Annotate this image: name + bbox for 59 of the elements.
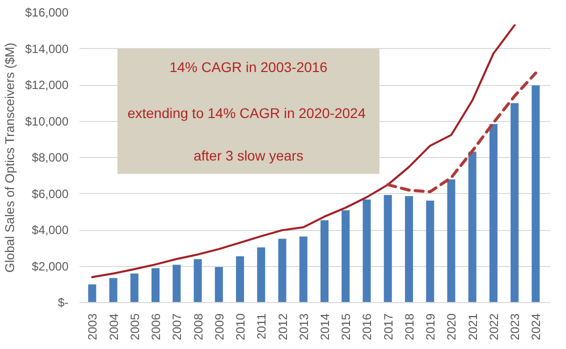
bar	[426, 200, 434, 302]
bar	[468, 152, 476, 302]
y-tick-label: $14,000	[25, 42, 69, 56]
x-tick-label: 2020	[444, 313, 459, 340]
y-tick-label: $8,000	[32, 150, 69, 164]
bar	[489, 124, 498, 302]
annotation: 14% CAGR in 2003-2016	[169, 58, 328, 75]
x-tick-label: 2005	[128, 313, 142, 340]
y-tick-label: $16,000	[25, 6, 69, 20]
x-tick-label: 2012	[276, 313, 290, 340]
x-tick-label: 2007	[170, 313, 184, 340]
bar	[404, 196, 413, 302]
bar	[532, 85, 540, 302]
bar	[130, 274, 138, 302]
x-tick-label: 2018	[402, 313, 416, 340]
annotation: extending to 14% CAGR in 2020-2024	[127, 105, 366, 122]
x-tick-label: 2010	[234, 313, 248, 340]
bar	[109, 278, 118, 302]
y-tick-label: $4,000	[32, 223, 69, 237]
x-tick-label: 2008	[191, 313, 206, 340]
y-tick-label: $2,000	[32, 259, 69, 274]
x-tick-label: 2014	[318, 313, 332, 340]
x-tick-label: 2021	[466, 313, 480, 340]
x-tick-label: 2003	[86, 313, 100, 340]
bar	[362, 200, 371, 302]
x-tick-label: 2004	[106, 313, 121, 340]
y-tick-label: $10,000	[25, 114, 69, 128]
bar	[152, 268, 160, 302]
bar	[320, 220, 329, 302]
y-tick-label: $-	[58, 296, 69, 310]
bar	[236, 256, 244, 302]
y-tick-label: $12,000	[25, 78, 69, 92]
x-tick-label: 2024	[529, 313, 544, 340]
bar	[172, 264, 181, 302]
bar	[510, 103, 519, 302]
bar	[194, 259, 202, 302]
x-tick-label: 2015	[339, 313, 354, 340]
x-tick-label: 2017	[381, 313, 396, 340]
x-tick-label: 2006	[149, 313, 164, 340]
annotation: after 3 slow years	[194, 148, 304, 164]
bar	[214, 266, 223, 302]
line-series	[91, 24, 516, 278]
x-tick-label: 2011	[254, 313, 269, 340]
bar	[342, 210, 350, 302]
y-tick-label: $6,000	[32, 186, 69, 201]
x-tick-label: 2016	[360, 313, 374, 340]
bar	[88, 284, 96, 302]
x-tick-label: 2013	[296, 313, 311, 340]
x-tick-label: 2022	[486, 313, 501, 340]
line-series	[386, 72, 538, 194]
y-axis-title: Global Sales of Optics Transceivers ($M)	[3, 42, 18, 273]
x-tick-label: 2023	[508, 313, 522, 340]
bar	[384, 195, 392, 302]
bar	[278, 238, 286, 302]
bar	[447, 179, 456, 302]
x-tick-label: 2009	[212, 313, 226, 340]
bar	[257, 247, 266, 302]
bar	[299, 236, 308, 302]
x-tick-label: 2019	[424, 313, 438, 340]
